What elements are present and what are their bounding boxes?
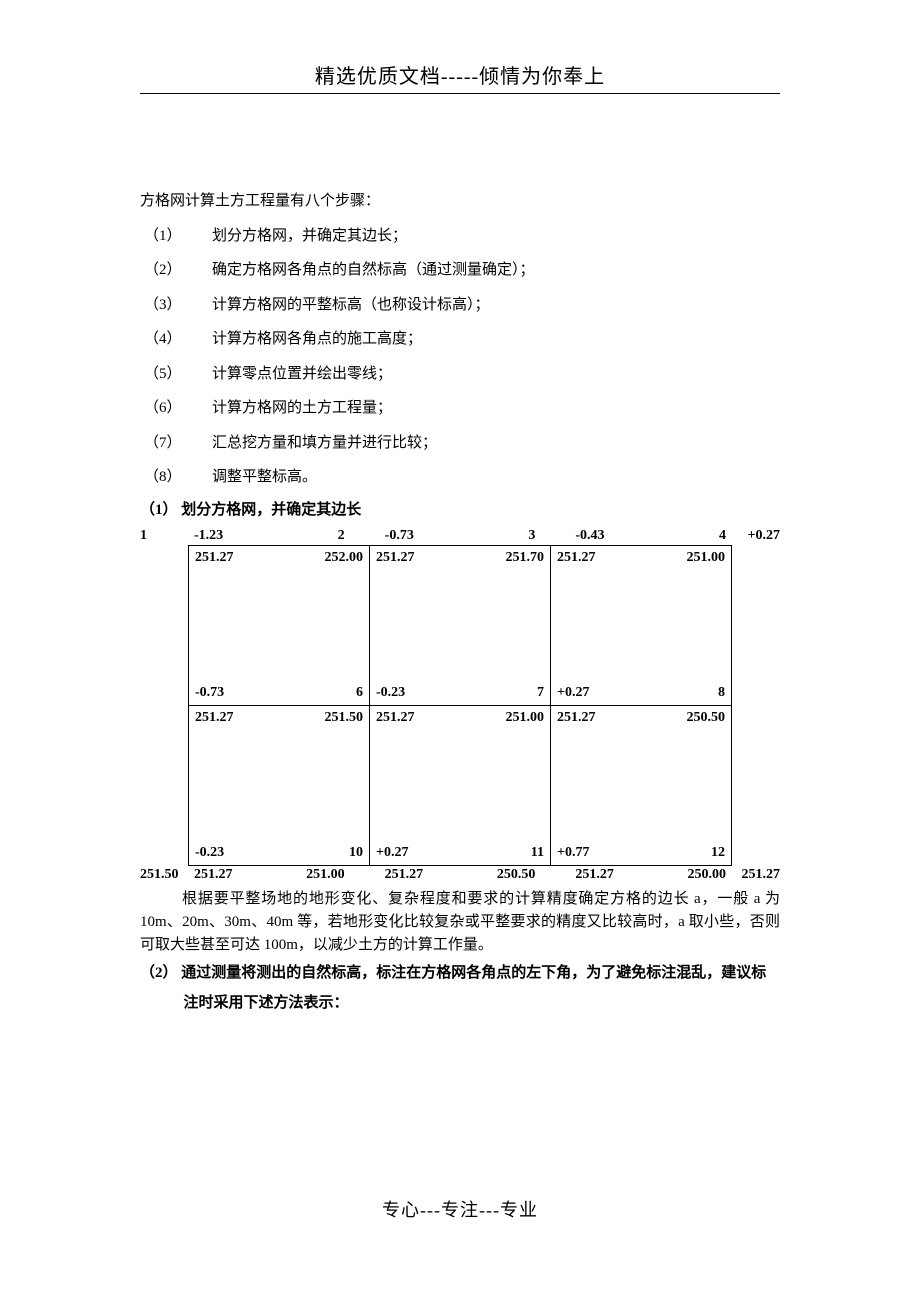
grid-bottom-labels: 251.50 251.27 251.00 251.27 250.50 251.2… — [140, 866, 780, 884]
step-num: （6） — [140, 391, 212, 426]
step-item: （1） 划分方格网，并确定其边长； — [140, 219, 780, 254]
cell-tl: 251.27 — [195, 710, 234, 726]
corner-label: 251.27 — [575, 866, 614, 884]
cell-bl: -0.23 — [195, 845, 224, 861]
intro-text: 方格网计算土方工程量有八个步骤： — [140, 184, 780, 219]
corner-label: -0.73 — [385, 527, 414, 545]
corner-label: 251.27 — [732, 866, 780, 884]
grid-table: 251.27 252.00 -0.73 6 251.27 — [188, 545, 732, 866]
grid-cell: 251.27 251.50 -0.23 10 — [189, 705, 370, 865]
cell-tl: 251.27 — [557, 710, 596, 726]
grid-cell: 251.27 251.00 +0.27 8 — [551, 545, 732, 705]
step-num: （2） — [140, 253, 212, 288]
corner-gap — [541, 527, 569, 545]
step-num: （4） — [140, 322, 212, 357]
cell-tr: 251.50 — [325, 710, 364, 726]
step-text: 划分方格网，并确定其边长； — [212, 219, 780, 254]
corner-label: 4 — [719, 527, 726, 545]
step-num: （3） — [140, 288, 212, 323]
cell-bl: +0.77 — [557, 845, 589, 861]
corner-gap — [541, 866, 569, 884]
step-item: （8） 调整平整标高。 — [140, 460, 780, 495]
corner-label: 251.27 — [194, 866, 233, 884]
header-rule — [140, 93, 780, 94]
cell-bl: -0.23 — [376, 685, 405, 701]
corner-label: 3 — [528, 527, 535, 545]
grid-top-labels: 1 -1.23 2 -0.73 3 -0.43 4 +0.27 — [140, 527, 780, 545]
grid-diagram: 1 -1.23 2 -0.73 3 -0.43 4 +0.27 — [140, 527, 780, 884]
step-text: 计算方格网的土方工程量； — [212, 391, 780, 426]
cell-bl: +0.27 — [557, 685, 589, 701]
step-item: （5） 计算零点位置并绘出零线； — [140, 357, 780, 392]
step-item: （4） 计算方格网各角点的施工高度； — [140, 322, 780, 357]
cell-tl: 251.27 — [376, 550, 415, 566]
step-text: 汇总挖方量和填方量并进行比较； — [212, 426, 780, 461]
cell-tr: 252.00 — [325, 550, 364, 566]
step-item: （3） 计算方格网的平整标高（也称设计标高）； — [140, 288, 780, 323]
step-num: （5） — [140, 357, 212, 392]
cell-tr: 251.00 — [506, 710, 545, 726]
grid-cell: 251.27 250.50 +0.77 12 — [551, 705, 732, 865]
cell-tl: 251.27 — [557, 550, 596, 566]
corner-label: 251.50 — [140, 866, 188, 884]
cell-br: 11 — [531, 845, 544, 861]
step-text: 计算方格网各角点的施工高度； — [212, 322, 780, 357]
grid-cell: 251.27 252.00 -0.73 6 — [189, 545, 370, 705]
corner-label: 251.00 — [306, 866, 345, 884]
cell-tl: 251.27 — [195, 550, 234, 566]
corner-label: 2 — [338, 527, 345, 545]
cell-br: 7 — [537, 685, 544, 701]
step-num: （8） — [140, 460, 212, 495]
corner-gap — [351, 866, 379, 884]
cell-tl: 251.27 — [376, 710, 415, 726]
corner-gap — [351, 527, 379, 545]
step-item: （6） 计算方格网的土方工程量； — [140, 391, 780, 426]
corner-label: 250.50 — [497, 866, 536, 884]
step-item: （2） 确定方格网各角点的自然标高（通过测量确定）； — [140, 253, 780, 288]
step-list: （1） 划分方格网，并确定其边长； （2） 确定方格网各角点的自然标高（通过测量… — [140, 219, 780, 495]
header-title: 精选优质文档-----倾情为你奉上 — [140, 60, 780, 89]
corner-label: 250.00 — [688, 866, 727, 884]
corner-label: -0.43 — [575, 527, 604, 545]
step-num: （7） — [140, 426, 212, 461]
corner-label: 251.27 — [385, 866, 424, 884]
grid-cell: 251.27 251.70 -0.23 7 — [370, 545, 551, 705]
section2-heading: （2） 通过测量将测出的自然标高，标注在方格网各角点的左下角，为了避免标注混乱，… — [184, 958, 781, 1018]
footer-text: 专心---专注---专业 — [0, 1196, 920, 1222]
cell-br: 6 — [356, 685, 363, 701]
grid-cell: 251.27 251.00 +0.27 11 — [370, 705, 551, 865]
corner-label: -1.23 — [194, 527, 223, 545]
step-text: 确定方格网各角点的自然标高（通过测量确定）； — [212, 253, 780, 288]
cell-bl: +0.27 — [376, 845, 408, 861]
step-item: （7） 汇总挖方量和填方量并进行比较； — [140, 426, 780, 461]
cell-bl: -0.73 — [195, 685, 224, 701]
cell-br: 8 — [718, 685, 725, 701]
corner-label: 1 — [140, 527, 188, 545]
cell-tr: 250.50 — [687, 710, 726, 726]
cell-tr: 251.00 — [687, 550, 726, 566]
corner-label: +0.27 — [732, 527, 780, 545]
step-text: 计算零点位置并绘出零线； — [212, 357, 780, 392]
section1-heading: （1） 划分方格网，并确定其边长 — [140, 495, 780, 525]
step-text: 调整平整标高。 — [212, 460, 780, 495]
cell-br: 10 — [349, 845, 363, 861]
after-grid-paragraph: 根据要平整场地的地形变化、复杂程度和要求的计算精度确定方格的边长 a，一般 a … — [140, 888, 780, 958]
cell-br: 12 — [711, 845, 725, 861]
cell-tr: 251.70 — [506, 550, 545, 566]
step-num: （1） — [140, 219, 212, 254]
step-text: 计算方格网的平整标高（也称设计标高）； — [212, 288, 780, 323]
